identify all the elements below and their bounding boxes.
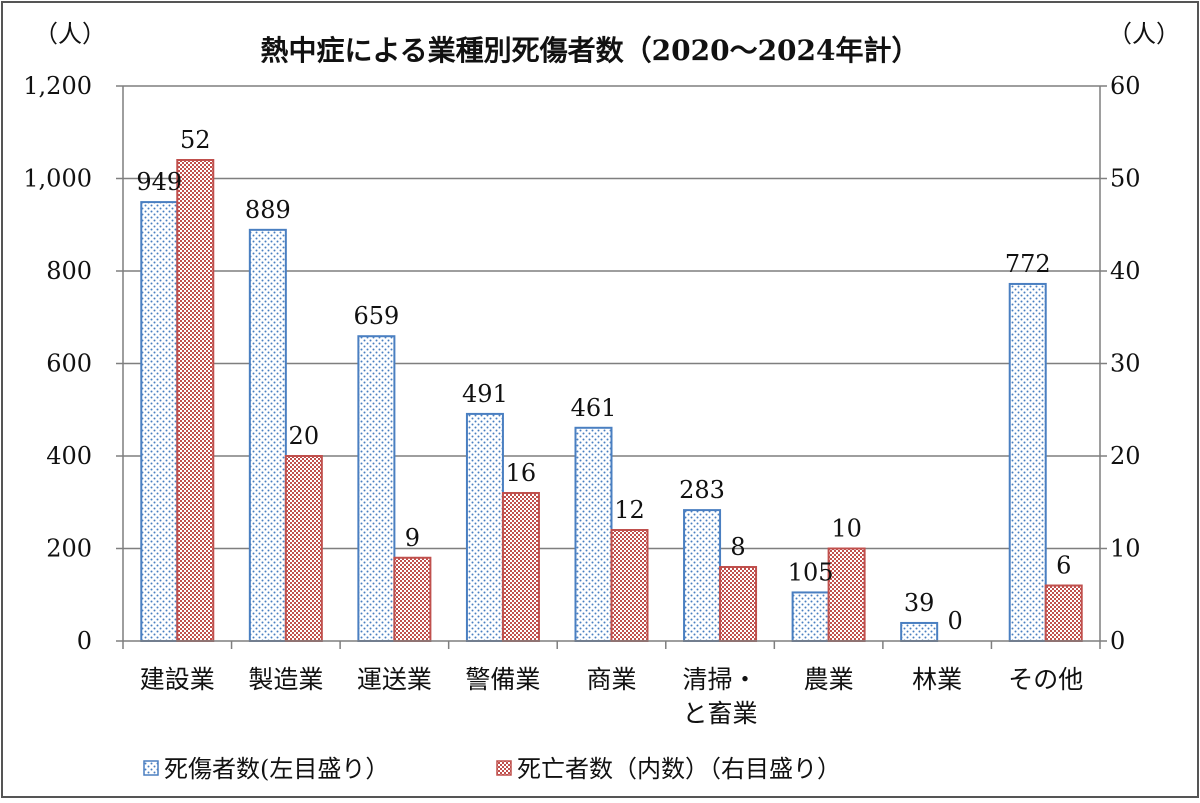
data-label-deaths: 0 bbox=[948, 607, 963, 635]
category-label: 製造業 bbox=[248, 665, 323, 694]
category-label: その他 bbox=[1008, 665, 1083, 694]
bar-deaths bbox=[284, 455, 323, 642]
bar-casualties bbox=[140, 201, 179, 642]
category-label: と畜業 bbox=[683, 699, 758, 728]
data-label-casualties: 889 bbox=[245, 196, 291, 224]
data-label-casualties: 491 bbox=[462, 380, 508, 408]
right-tick-label: 20 bbox=[1110, 442, 1141, 470]
bars bbox=[140, 159, 1083, 643]
category-label: 警備業 bbox=[465, 665, 540, 694]
category-labels: 建設業 製造業 運送業 警備業 商業 清掃・と畜業 農業 林業 その他 bbox=[140, 665, 1083, 728]
legend-label-casualties: 死傷者数(左目盛り） bbox=[164, 755, 389, 783]
left-tick-label: 800 bbox=[46, 257, 92, 285]
category-label: 清掃・ bbox=[683, 665, 758, 694]
data-label-deaths: 16 bbox=[506, 459, 537, 487]
left-tick-label: 400 bbox=[46, 442, 92, 470]
left-axis-unit: （人） bbox=[34, 20, 106, 48]
category-label: 運送業 bbox=[357, 665, 432, 694]
left-tick-label: 1,200 bbox=[23, 72, 92, 100]
bar-deaths bbox=[393, 556, 432, 642]
data-label-casualties: 949 bbox=[136, 168, 182, 196]
bar-casualties bbox=[248, 228, 287, 642]
data-label-casualties: 39 bbox=[904, 589, 935, 617]
data-label-casualties: 105 bbox=[788, 558, 834, 586]
legend-swatch-casualties bbox=[143, 760, 159, 776]
bar-casualties bbox=[465, 412, 504, 642]
data-label-casualties: 659 bbox=[353, 302, 399, 330]
legend-label-deaths: 死亡者数（内数）（右目盛り） bbox=[517, 755, 841, 783]
data-label-deaths: 6 bbox=[1056, 552, 1071, 580]
data-label-casualties: 461 bbox=[571, 394, 617, 422]
data-label-casualties: 283 bbox=[679, 476, 725, 504]
data-label-deaths: 52 bbox=[180, 126, 211, 154]
data-label-casualties: 772 bbox=[1005, 250, 1051, 278]
left-tick-label: 1,000 bbox=[23, 165, 92, 193]
right-axis-unit: （人） bbox=[1108, 20, 1180, 48]
plot-frame bbox=[116, 85, 1107, 649]
left-tick-label: 600 bbox=[46, 350, 92, 378]
bar-deaths bbox=[1044, 584, 1083, 642]
right-axis: 0 10 20 30 40 50 60 bbox=[1110, 72, 1141, 655]
data-label-deaths: 20 bbox=[289, 422, 320, 450]
bar-casualties bbox=[900, 621, 939, 643]
data-label-deaths: 8 bbox=[730, 533, 745, 561]
data-label-deaths: 12 bbox=[614, 496, 645, 524]
bar-casualties bbox=[683, 509, 722, 642]
right-tick-label: 10 bbox=[1110, 535, 1141, 563]
bar-deaths bbox=[827, 547, 866, 642]
right-tick-label: 0 bbox=[1110, 627, 1125, 655]
legend: 死傷者数(左目盛り） 死亡者数（内数）（右目盛り） bbox=[143, 755, 841, 783]
data-labels: 949 52 889 20 659 9 491 16 461 12 283 8 105 10 39 0 772 6 bbox=[136, 126, 1071, 635]
bar-deaths bbox=[719, 566, 758, 642]
right-tick-label: 50 bbox=[1110, 165, 1141, 193]
right-tick-label: 30 bbox=[1110, 350, 1141, 378]
bar-deaths bbox=[176, 159, 215, 642]
legend-swatch-deaths bbox=[496, 760, 512, 776]
left-tick-label: 200 bbox=[46, 535, 92, 563]
category-label: 商業 bbox=[586, 665, 636, 694]
category-label: 林業 bbox=[912, 665, 962, 694]
right-tick-label: 60 bbox=[1110, 72, 1141, 100]
category-label: 農業 bbox=[804, 665, 854, 694]
bar-casualties bbox=[574, 426, 613, 642]
data-label-deaths: 10 bbox=[831, 515, 862, 543]
bar-casualties bbox=[791, 591, 830, 642]
bar-casualties bbox=[357, 335, 396, 642]
left-tick-label: 0 bbox=[77, 627, 92, 655]
right-tick-label: 40 bbox=[1110, 257, 1141, 285]
bar-deaths bbox=[610, 529, 649, 642]
data-label-deaths: 9 bbox=[405, 524, 420, 552]
left-axis: 0 200 400 600 800 1,000 1,200 bbox=[23, 72, 92, 655]
chart-title: 熱中症による業種別死傷者数（2020～2024年計） bbox=[260, 34, 919, 67]
bar-deaths bbox=[501, 492, 540, 642]
category-label: 建設業 bbox=[140, 665, 215, 694]
bar-casualties bbox=[1008, 282, 1047, 642]
